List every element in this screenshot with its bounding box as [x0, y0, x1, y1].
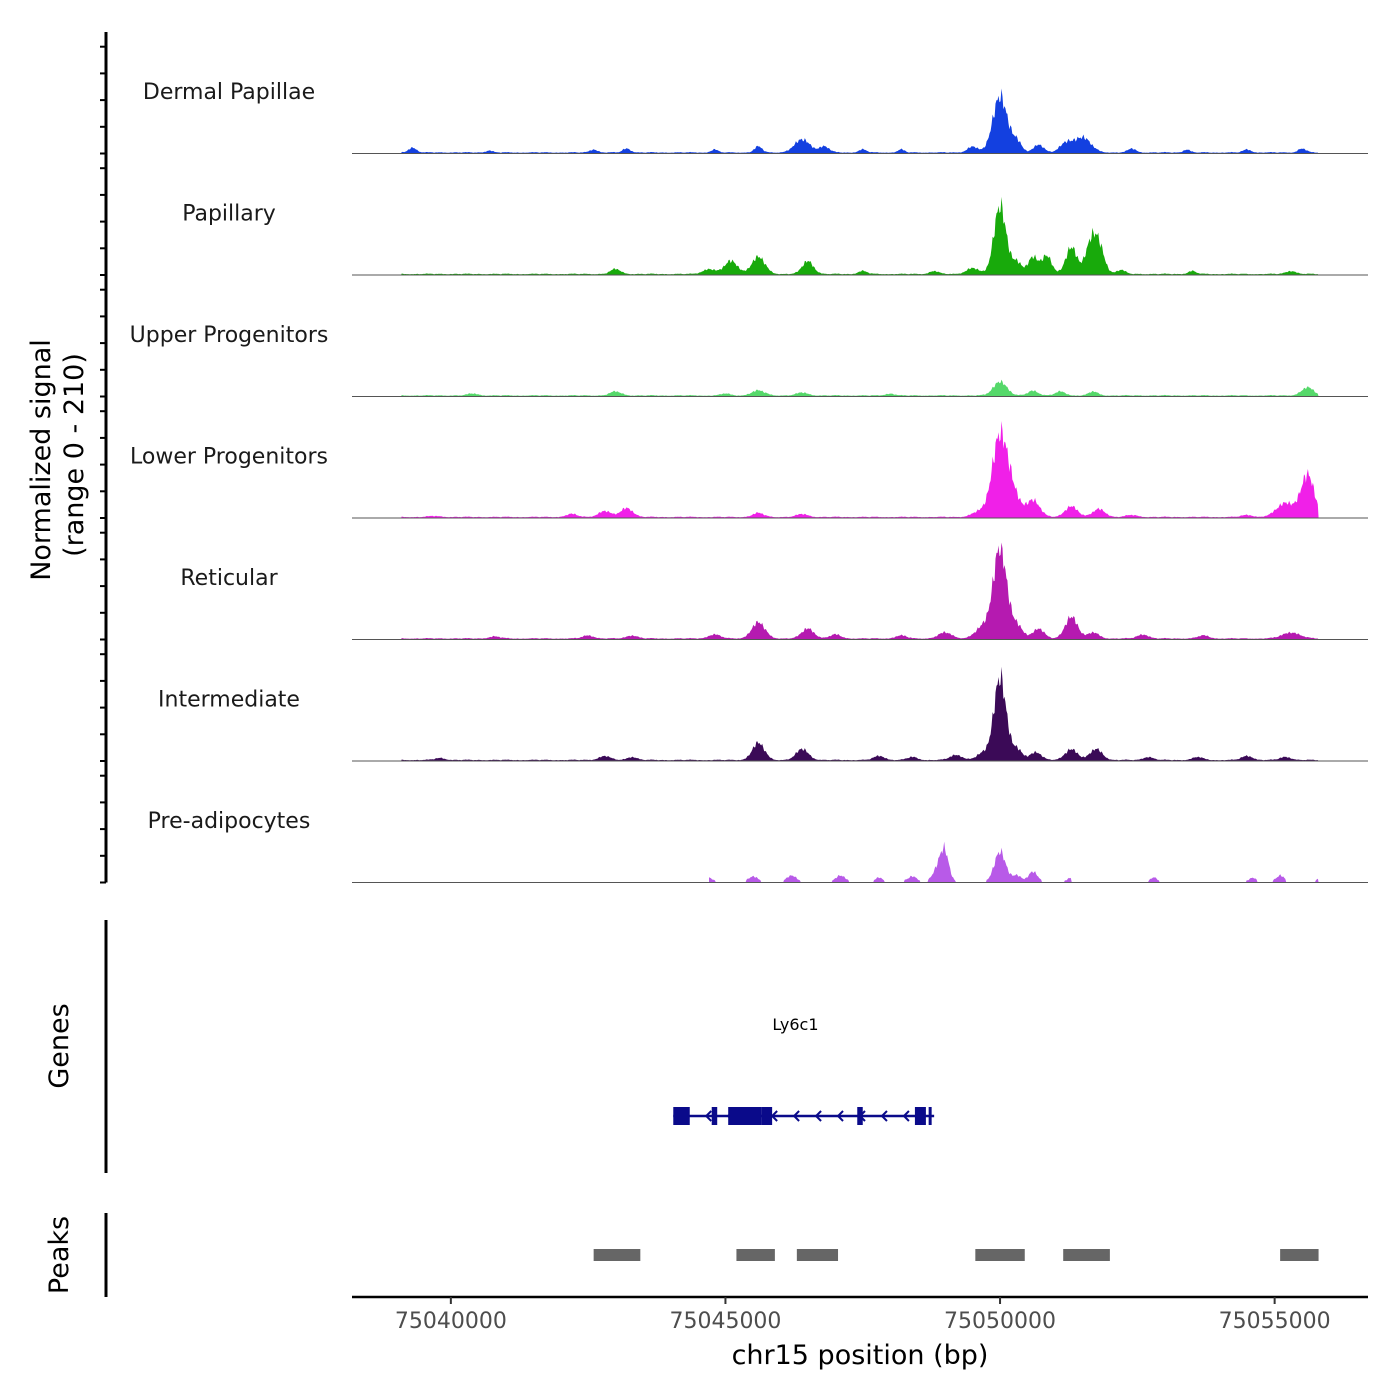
signal-y-axis	[100, 32, 108, 884]
x-axis-title: chr15 position (bp)	[732, 1340, 989, 1371]
coverage-area-lower-progenitors	[401, 421, 1319, 518]
track-label-intermediate: Intermediate	[158, 688, 300, 713]
exon	[914, 1107, 926, 1125]
track-label-papillary: Papillary	[182, 202, 276, 227]
x-tick-label: 75040000	[395, 1309, 507, 1334]
track-intermediate: Intermediate	[158, 666, 1368, 762]
track-lower-progenitors: Lower Progenitors	[130, 421, 1368, 519]
track-pre-adipocytes: Pre-adipocytes	[148, 809, 1368, 883]
coverage-area-reticular	[401, 542, 1319, 640]
peak-region	[975, 1249, 1025, 1261]
strand-arrow	[902, 1110, 910, 1122]
exon	[673, 1107, 690, 1125]
peaks-track-title: Peaks	[44, 1216, 75, 1294]
y-axis-range: (range 0 - 210)	[59, 353, 90, 557]
gene-name-label: Ly6c1	[772, 1015, 818, 1034]
track-label-dermal-papillae: Dermal Papillae	[143, 80, 315, 105]
strand-arrow	[704, 1110, 712, 1122]
exon	[857, 1107, 863, 1125]
x-tick-label: 75050000	[944, 1309, 1056, 1334]
exon	[928, 1107, 932, 1125]
genes-track-title: Genes	[44, 1003, 75, 1088]
y-axis-title: Normalized signal	[26, 339, 57, 581]
coverage-area-pre-adipocytes	[709, 841, 1319, 883]
x-tick-label: 75045000	[669, 1309, 781, 1334]
strand-arrow	[836, 1110, 844, 1122]
coverage-area-papillary	[401, 196, 1319, 275]
strand-arrow	[792, 1110, 800, 1122]
strand-arrow	[880, 1110, 888, 1122]
peak-region	[1280, 1249, 1319, 1261]
x-axis-ticks: 75040000 75045000 75050000 75055000	[395, 1297, 1331, 1334]
exon	[761, 1107, 773, 1125]
exon	[728, 1107, 762, 1125]
track-upper-progenitors: Upper Progenitors	[130, 323, 1368, 397]
track-dermal-papillae: Dermal Papillae	[143, 80, 1368, 154]
track-reticular: Reticular	[180, 542, 1368, 640]
track-label-pre-adipocytes: Pre-adipocytes	[148, 809, 311, 834]
coverage-area-intermediate	[401, 666, 1319, 761]
track-label-lower-progenitors: Lower Progenitors	[130, 445, 328, 470]
track-papillary: Papillary	[182, 196, 1368, 276]
strand-arrow	[814, 1110, 822, 1122]
track-label-upper-progenitors: Upper Progenitors	[130, 323, 329, 348]
coverage-tracks: Dermal Papillae Papillary Upper Progenitor…	[130, 80, 1368, 883]
peak-region	[1063, 1249, 1110, 1261]
peak-regions	[593, 1249, 1319, 1261]
peak-region	[736, 1249, 775, 1261]
track-label-reticular: Reticular	[180, 566, 278, 591]
gene-model	[673, 1107, 935, 1125]
x-tick-label: 75055000	[1219, 1309, 1331, 1334]
coverage-area-upper-progenitors	[401, 379, 1319, 397]
peak-region	[796, 1249, 839, 1261]
coverage-area-dermal-papillae	[401, 88, 1319, 154]
exon	[711, 1107, 718, 1125]
peak-region	[593, 1249, 641, 1261]
